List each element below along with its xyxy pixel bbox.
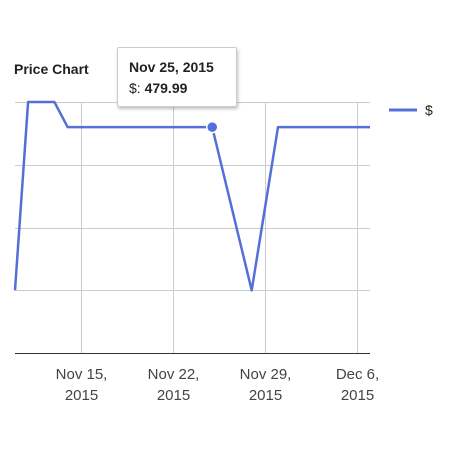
vertical-gridlines	[81, 102, 358, 353]
tooltip-date: Nov 25, 2015	[129, 59, 214, 75]
x-tick-label-year: 2015	[65, 387, 98, 404]
horizontal-gridlines	[15, 102, 370, 354]
x-tick-label-year: 2015	[341, 387, 374, 404]
x-tick-label: Dec 6,	[336, 366, 379, 383]
series-line	[13, 100, 370, 292]
series-layer	[13, 100, 370, 292]
x-tick-label-year: 2015	[157, 387, 190, 404]
x-tick-label-year: 2015	[249, 387, 282, 404]
highlighted-point	[205, 120, 219, 134]
tooltip-series-label: $:	[129, 80, 141, 96]
x-tick-label: Nov 22,	[148, 366, 200, 383]
data-tooltip: Nov 25, 2015 $: 479.99	[117, 47, 237, 107]
legend-label: $	[425, 102, 433, 118]
legend: $	[389, 102, 433, 118]
x-tick-label: Nov 15,	[56, 366, 108, 383]
x-axis-tick-labels: Nov 15, 2015 Nov 22, 2015 Nov 29, 2015 Dec 6, 2…	[56, 366, 380, 404]
chart-title: Price Chart	[14, 61, 89, 77]
tooltip-value: 479.99	[144, 80, 188, 96]
x-tick-label: Nov 29,	[240, 366, 292, 383]
tooltip-value-line: $: 479.99	[129, 80, 187, 96]
